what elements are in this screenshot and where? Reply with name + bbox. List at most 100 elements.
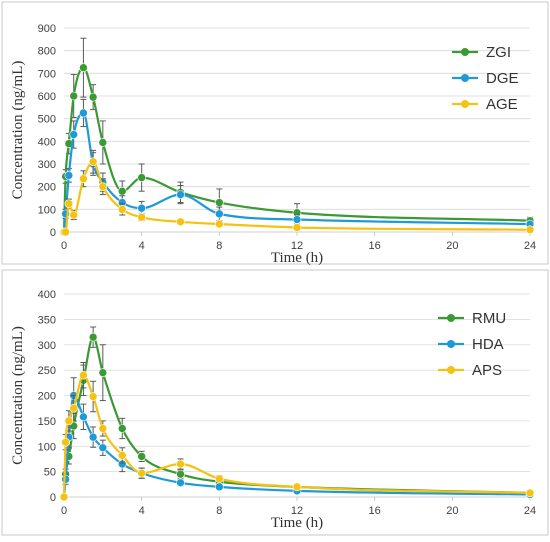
y-tick-label: 0: [50, 227, 56, 239]
data-point: [292, 482, 302, 492]
y-tick-label: 100: [38, 441, 56, 453]
x-tick-label: 16: [369, 240, 381, 252]
y-tick-label: 400: [38, 289, 56, 301]
data-point: [79, 63, 88, 72]
x-tick-label: 20: [446, 505, 458, 517]
data-point: [98, 182, 108, 191]
x-tick-label: 12: [291, 240, 303, 252]
data-point: [292, 215, 302, 224]
data-point: [117, 451, 127, 460]
y-axis-title: Concentration (ng/mL): [10, 61, 26, 200]
y-tick-label: 600: [38, 91, 56, 103]
chart-panel-top: 0 100 200 300 400 500 600 700 800 900 0 4 8 12 16 20 24 T…: [1, 1, 549, 266]
panel-frame: [1, 269, 549, 536]
data-point: [79, 108, 88, 118]
data-point: [215, 209, 224, 219]
series-aps: [59, 362, 535, 502]
legend-label: RMU: [472, 310, 506, 327]
x-tick-label: 8: [216, 505, 222, 517]
data-point: [215, 482, 224, 492]
legend-marker: [447, 366, 455, 374]
data-point: [117, 424, 127, 433]
chart-panel-bottom: 0 50 100 150 200 250 300 350 400 0 4 8 12 16 20 24 Time …: [1, 269, 549, 536]
data-point: [64, 199, 74, 208]
legend-entry-dge: DGE: [452, 70, 519, 87]
legend-marker: [461, 100, 469, 108]
y-tick-label: 800: [38, 46, 56, 58]
series-line: [62, 336, 531, 498]
data-point: [98, 424, 108, 433]
y-tick-label: 500: [38, 114, 56, 126]
data-point: [137, 212, 146, 222]
y-tick-label: 0: [50, 492, 56, 504]
data-point: [79, 370, 88, 380]
legend-marker: [461, 48, 469, 56]
series-hda: [59, 377, 535, 502]
data-point: [215, 198, 224, 207]
data-point: [176, 217, 185, 227]
y-tick-label: 250: [38, 365, 56, 377]
y-tick-label: 350: [38, 314, 56, 326]
data-point: [88, 432, 98, 442]
y-tick-label: 300: [38, 340, 56, 352]
data-point: [69, 210, 79, 220]
x-tick-label: 24: [524, 505, 536, 517]
x-tick-label: 0: [61, 240, 67, 252]
data-point: [117, 205, 127, 214]
data-point: [176, 478, 185, 488]
data-point: [79, 412, 88, 422]
data-point: [525, 225, 535, 235]
legend-marker: [461, 74, 469, 82]
y-tick-label: 900: [38, 23, 56, 35]
data-point: [176, 190, 185, 199]
panel-frame: [1, 1, 549, 265]
y-tick-label: 400: [38, 136, 56, 148]
series-dge: [59, 98, 535, 237]
data-point: [137, 468, 146, 478]
data-point: [137, 203, 146, 213]
x-tick-label: 8: [216, 240, 222, 252]
data-point: [61, 227, 70, 237]
series-age: [59, 149, 535, 237]
data-point: [137, 173, 146, 182]
y-axis-title: Concentration (ng/mL): [10, 326, 26, 465]
x-tick-label: 4: [139, 240, 145, 252]
data-point: [215, 219, 224, 229]
legend-entry-zgi: ZGI: [452, 44, 511, 61]
y-tick-label: 300: [38, 159, 56, 171]
y-tick-label: 100: [38, 204, 56, 216]
data-point: [176, 469, 185, 479]
x-tick-label: 24: [524, 240, 536, 252]
y-tick-label: 150: [38, 416, 56, 428]
data-point: [69, 91, 79, 101]
legend-entry-age: AGE: [452, 96, 518, 113]
series-line: [62, 374, 531, 498]
y-tick-label: 700: [38, 68, 56, 80]
x-tick-label: 0: [61, 505, 67, 517]
legend-entry-hda: HDA: [438, 336, 504, 353]
data-point: [176, 459, 185, 469]
data-point: [98, 138, 108, 147]
legend-label: ZGI: [486, 44, 511, 61]
data-point: [525, 488, 535, 498]
data-point: [98, 443, 108, 453]
data-point: [64, 416, 74, 426]
legend-marker: [447, 314, 455, 322]
data-point: [88, 157, 98, 167]
data-point: [61, 437, 70, 447]
data-point: [88, 332, 98, 342]
series-rmu: [59, 326, 535, 502]
data-point: [117, 186, 127, 196]
data-point: [69, 130, 79, 139]
data-point: [64, 171, 74, 180]
data-point: [88, 392, 98, 401]
x-tick-label: 16: [369, 505, 381, 517]
legend-label: APS: [472, 362, 502, 379]
legend-label: AGE: [486, 96, 518, 113]
data-point: [79, 174, 88, 184]
data-point: [98, 368, 108, 377]
data-point: [137, 452, 146, 461]
data-point: [59, 492, 69, 502]
